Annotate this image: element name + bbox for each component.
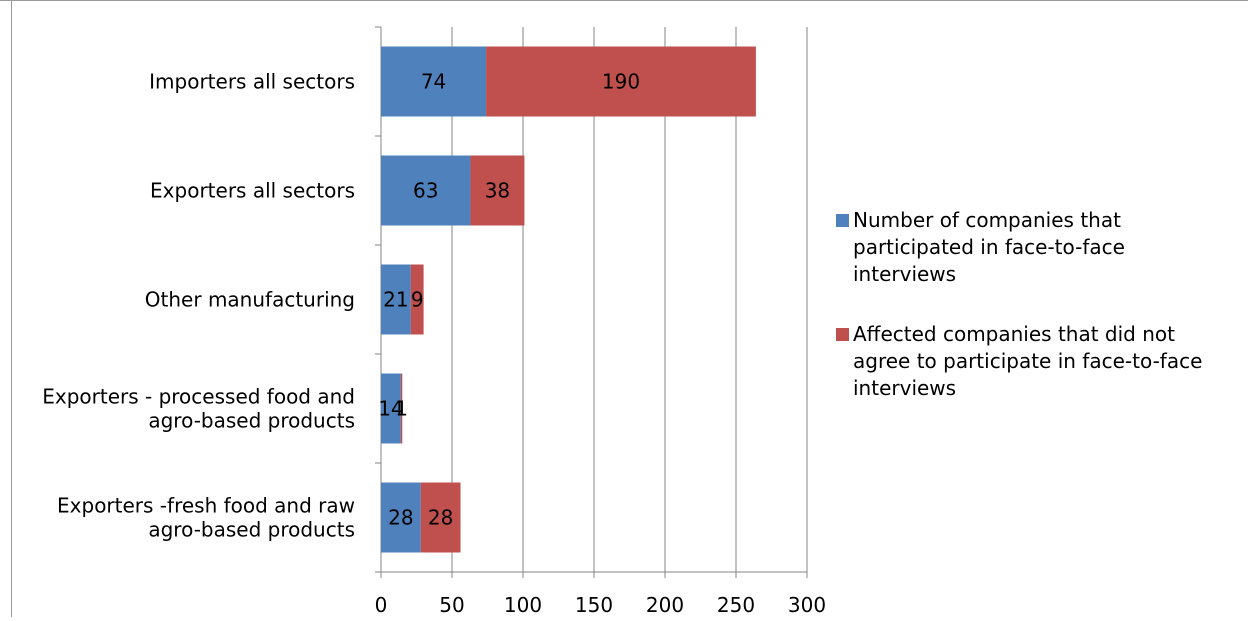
data-label: 28 [428,506,453,530]
legend-swatch [836,328,849,341]
bar-segment [381,46,487,117]
data-label: 190 [602,70,640,94]
category-label: Exporters -fresh food and raw [57,494,355,518]
legend-label: participated in face-to-face [853,235,1125,259]
legend-label: Number of companies that [853,208,1121,232]
x-tick-label: 100 [504,593,542,617]
bar-segment [410,264,424,335]
data-label: 9 [411,288,424,312]
x-tick-label: 300 [788,593,826,617]
category-label: Exporters - processed food and [42,385,355,409]
category-label: Other manufacturing [145,288,355,312]
x-tick-label: 200 [646,593,684,617]
data-label: 14 [378,397,403,421]
x-tick-label: 150 [575,593,613,617]
bar-segment [381,482,421,553]
x-tick-label: 0 [375,593,388,617]
bar-segment [420,482,461,553]
legend-label: Affected companies that did not [853,322,1175,346]
bar-segment [381,264,411,335]
x-tick-label: 250 [717,593,755,617]
bar-segment [381,373,401,444]
data-label: 21 [383,288,408,312]
data-label: 1 [395,397,408,421]
data-label: 28 [388,506,413,530]
bar-segment [470,155,525,226]
bars [381,46,756,553]
bar-segment [400,373,403,444]
bar-segment [381,155,471,226]
data-label: 63 [413,179,438,203]
x-tick-label: 50 [439,593,464,617]
category-label: agro-based products [148,409,355,433]
category-label: Importers all sectors [149,70,355,94]
labels: 74 190 Importers all sectors 63 38 Exporters … [42,70,640,542]
gridlines [451,27,808,572]
legend-swatch [836,214,849,227]
legend-label: interviews [853,376,956,400]
legend: Number of companies that participated in … [836,208,1202,400]
category-label: Exporters all sectors [150,179,355,203]
data-label: 38 [485,179,510,203]
bar-segment [486,46,756,117]
data-label: 74 [421,70,446,94]
legend-label: interviews [853,262,956,286]
legend-label: agree to participate in face-to-face [853,349,1202,373]
category-label: agro-based products [148,518,355,542]
